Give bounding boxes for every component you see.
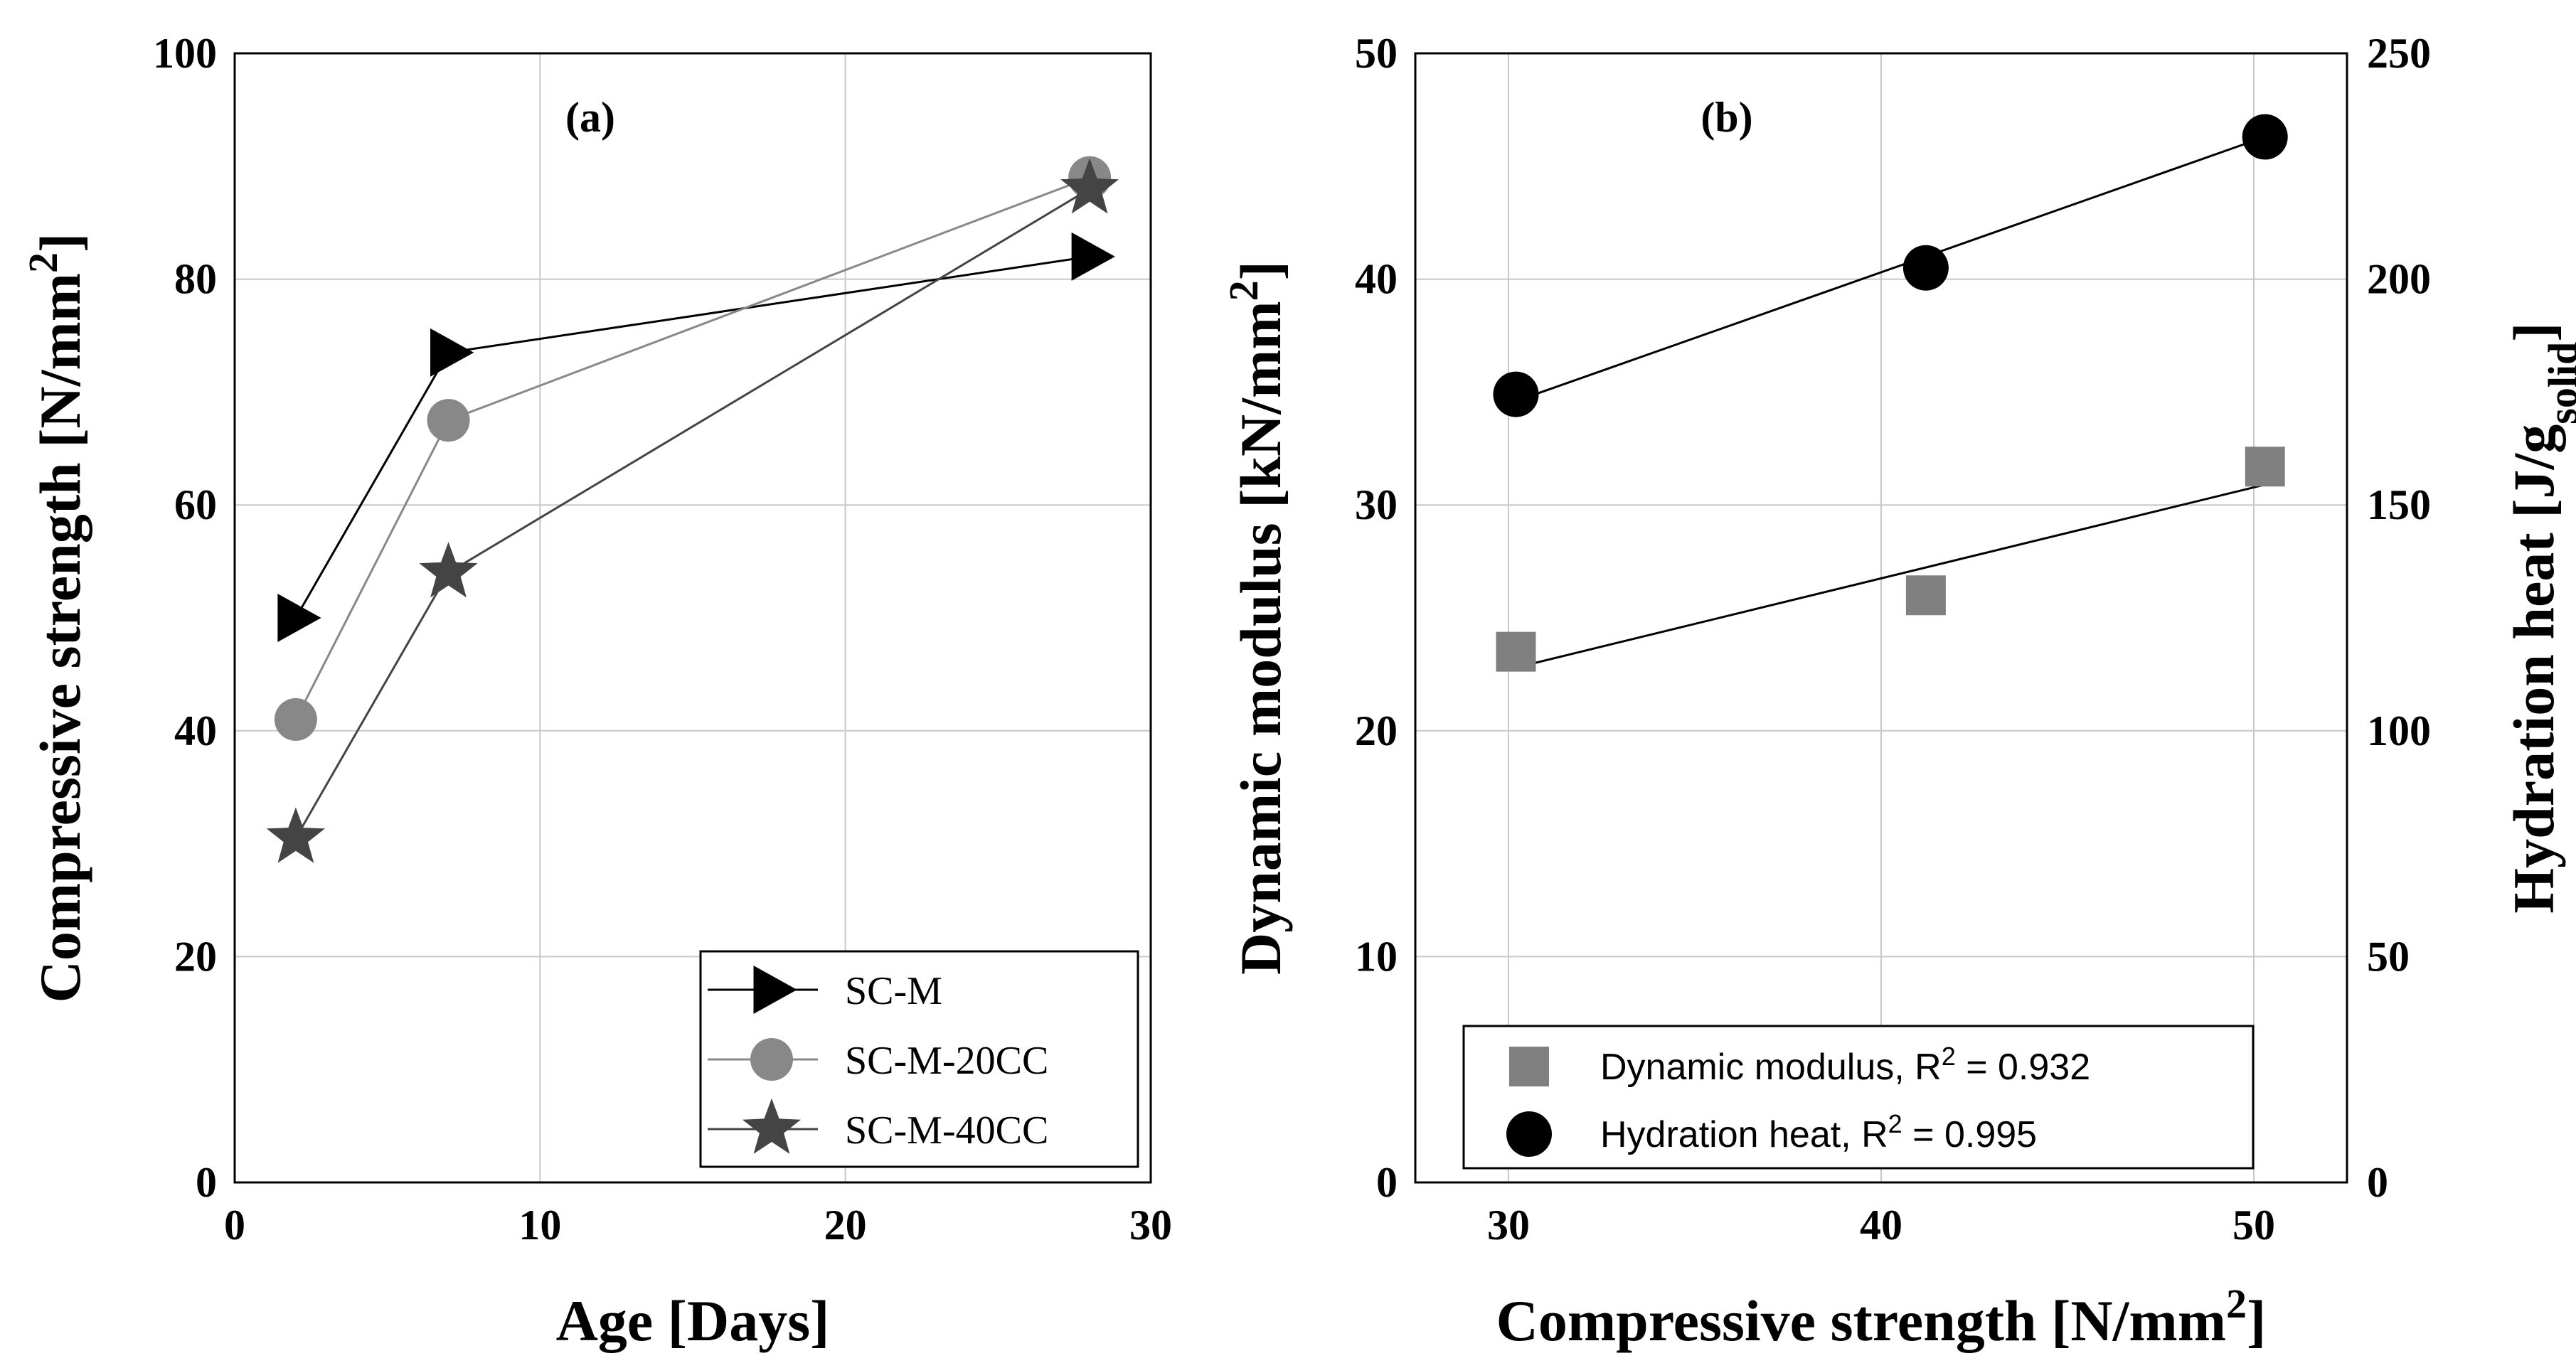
data-point-sc-m-40cc (1060, 158, 1119, 214)
legend-entry-sc-m-20cc: SC-M-20CC (708, 1038, 1048, 1083)
legend-marker-circle (1506, 1111, 1552, 1157)
panel-b-x-axis-title: Compressive strength [N/mm2] (1496, 1281, 2267, 1354)
data-point-sc-m-20cc (427, 399, 470, 442)
left-y-tick-label: 40 (1355, 256, 1398, 303)
panel-a-y-ticks: 0 20 40 60 80 100 (153, 30, 217, 1206)
legend-marker-triangle (753, 966, 797, 1014)
legend-label-dynamic-modulus: Dynamic modulus, R2 = 0.932 (1600, 1042, 2090, 1089)
legend-entry-sc-m-40cc: SC-M-40CC (708, 1098, 1048, 1154)
data-point-hydration-heat (2242, 114, 2288, 160)
x-tick-label: 30 (1487, 1202, 1530, 1249)
data-point-sc-m-40cc (419, 542, 478, 598)
right-y-tick-label: 250 (2367, 30, 2431, 77)
y-tick-label: 80 (174, 256, 217, 303)
x-tick-label: 30 (1129, 1202, 1172, 1249)
y-tick-label: 60 (174, 481, 217, 528)
series-line-sc-m-40cc (294, 188, 1090, 839)
x-tick-label: 50 (2232, 1202, 2275, 1249)
panel-a-plot-frame (233, 52, 1152, 1184)
panel-b-label: (b) (1701, 94, 1752, 141)
panel-b-right-y-axis-title: Hydration heat [J/gsolid] (2501, 322, 2576, 913)
panel-a-series (266, 156, 1119, 863)
left-y-tick-label: 30 (1355, 481, 1398, 528)
left-y-tick-label: 10 (1355, 933, 1398, 980)
data-point-sc-m (430, 328, 474, 377)
x-tick-label: 10 (518, 1202, 561, 1249)
panel-a-x-axis-title: Age [Days] (556, 1288, 830, 1353)
legend-entry-dynamic-modulus: Dynamic modulus, R2 = 0.932 (1509, 1042, 2090, 1089)
y-tick-label: 0 (196, 1159, 217, 1206)
legend-marker-star (742, 1098, 802, 1154)
right-y-tick-label: 0 (2367, 1159, 2388, 1206)
panel-a-legend: SC-M SC-M-20CC SC-M-40CC (699, 950, 1139, 1168)
right-y-tick-label: 200 (2367, 256, 2431, 303)
right-y-tick-label: 100 (2367, 707, 2431, 754)
data-point-dynamic-modulus (2245, 447, 2285, 487)
panel-b-left-y-axis-title: Dynamic modulus [kN/mm2] (1220, 261, 1294, 975)
series-line-sc-m (294, 255, 1090, 619)
left-y-tick-label: 20 (1355, 707, 1398, 754)
fit-line-hydration-heat (1515, 136, 2266, 402)
panel-a-label: (a) (565, 94, 615, 141)
panel-a: (a) 0 20 40 60 80 100 0 10 20 30 Compressive str… (20, 30, 1173, 1353)
x-tick-label: 20 (824, 1202, 867, 1249)
panel-b-legend-box (1462, 1025, 2255, 1170)
panel-b: (b) 0 10 20 30 40 50 0 50 100 150 200 250 30 40 50 D… (1220, 30, 2576, 1353)
x-tick-label: 40 (1860, 1202, 1902, 1249)
right-y-tick-label: 150 (2367, 481, 2431, 528)
data-point-sc-m-40cc (266, 807, 325, 863)
data-point-sc-m (277, 594, 321, 642)
panel-b-x-ticks: 30 40 50 (1487, 1202, 2275, 1249)
series-line-sc-m-20cc (294, 176, 1090, 720)
data-point-dynamic-modulus (1496, 631, 1536, 672)
data-point-hydration-heat (1902, 245, 1949, 291)
panel-b-left-y-ticks: 0 10 20 30 40 50 (1355, 30, 1398, 1206)
legend-marker-circle (750, 1038, 793, 1081)
left-y-tick-label: 50 (1355, 30, 1398, 77)
legend-label-sc-m-40cc: SC-M-40CC (845, 1108, 1048, 1153)
panel-b-series (1493, 114, 2288, 672)
panel-b-right-y-ticks: 0 50 100 150 200 250 (2367, 30, 2431, 1206)
panel-b-legend: Dynamic modulus, R2 = 0.932 Hydration he… (1462, 1025, 2255, 1170)
data-point-sc-m (1071, 232, 1115, 281)
y-tick-label: 100 (153, 30, 217, 77)
data-point-sc-m-20cc (274, 698, 317, 741)
panel-a-y-axis-title: Compressive strength [N/mm2] (20, 233, 93, 1003)
legend-marker-square (1509, 1047, 1549, 1086)
data-point-hydration-heat (1493, 371, 1539, 417)
fit-line-dynamic-modulus (1516, 483, 2266, 669)
left-y-tick-label: 0 (1376, 1159, 1398, 1206)
right-y-tick-label: 50 (2367, 933, 2410, 980)
y-tick-label: 20 (174, 933, 217, 980)
legend-entry-sc-m: SC-M (708, 966, 942, 1014)
legend-entry-hydration-heat: Hydration heat, R2 = 0.995 (1506, 1109, 2037, 1157)
legend-label-sc-m-20cc: SC-M-20CC (845, 1039, 1048, 1083)
panel-b-grid (1415, 53, 2347, 1182)
panel-b-plot-frame (1414, 52, 2348, 1184)
x-tick-label: 0 (224, 1202, 245, 1249)
data-point-dynamic-modulus (1905, 575, 1946, 616)
panel-a-x-ticks: 0 10 20 30 (224, 1202, 1172, 1249)
y-tick-label: 40 (174, 707, 217, 754)
legend-label-sc-m: SC-M (845, 969, 942, 1013)
legend-label-hydration-heat: Hydration heat, R2 = 0.995 (1600, 1109, 2037, 1156)
